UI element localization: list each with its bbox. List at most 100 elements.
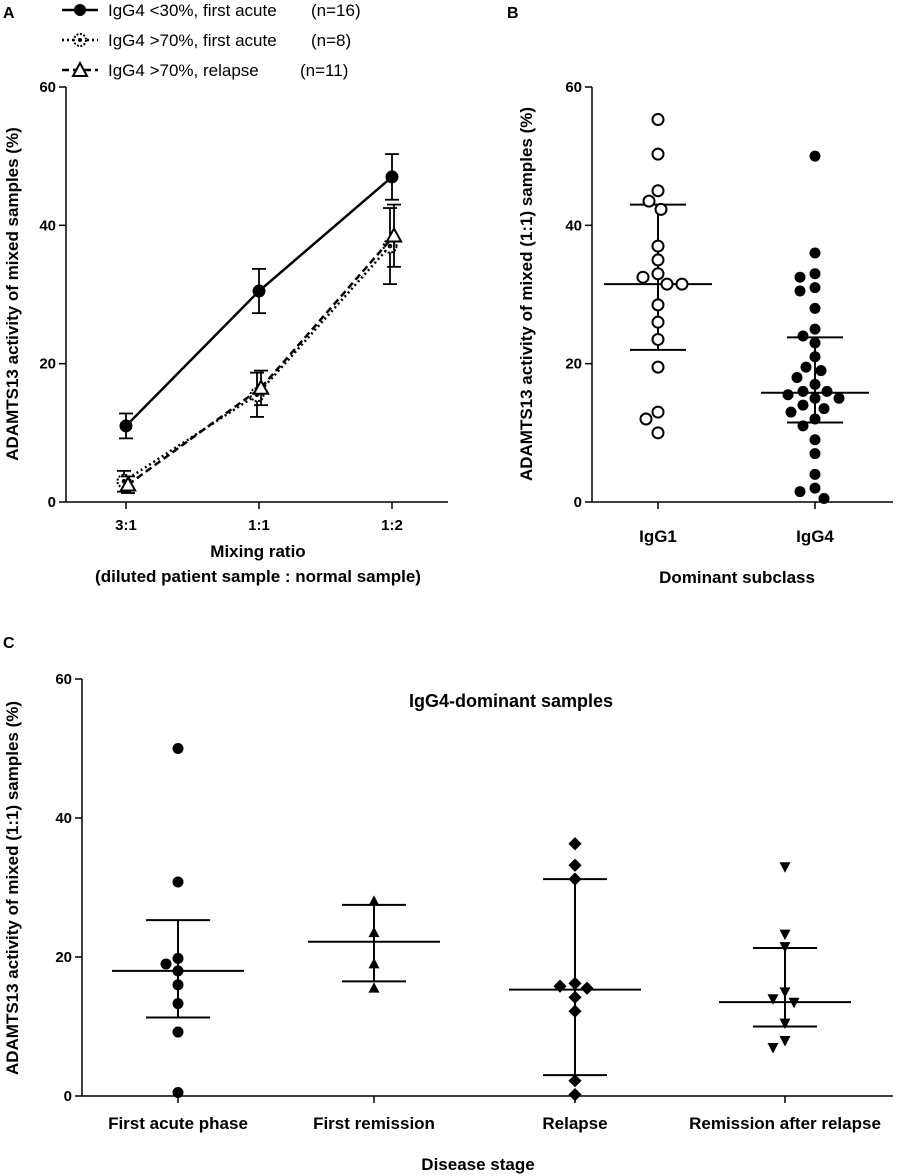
data-point-b-1-10: [809, 351, 821, 363]
data-point-b-1-22: [785, 406, 797, 418]
group-c-first-remission: [308, 895, 440, 993]
y-tick-label-c-40: 40: [55, 810, 72, 827]
panel-label-a: A: [3, 5, 15, 22]
data-point-c-3-6: [779, 1018, 791, 1030]
data-point-c-0-5: [172, 979, 184, 991]
y-axis-label-a: ADAMTS13 activity of mixed samples (%): [3, 127, 22, 460]
legend-entry-igg4-lt30: IgG4 <30%, first acute (n=16): [62, 1, 361, 20]
data-point-c-1-0: [368, 895, 380, 906]
data-point-a-0-1: [252, 284, 266, 298]
data-point-b-0-6: [651, 253, 665, 267]
data-point-b-1-20: [797, 399, 809, 411]
data-point-b-1-5: [794, 285, 806, 297]
x-tick-label-a-3-1: 3:1: [115, 517, 137, 534]
group-c-relapse: [509, 837, 641, 1102]
data-point-b-0-4: [654, 202, 668, 216]
data-point-c-0-4: [172, 965, 184, 977]
data-point-b-0-2: [651, 184, 665, 198]
data-point-b-0-8: [636, 270, 650, 284]
y-tick-label-a-40: 40: [39, 217, 56, 234]
data-point-c-0-2: [172, 952, 184, 964]
panel-label-b: B: [507, 5, 519, 22]
series-a-igg4-70-first-acute: [116, 207, 398, 493]
data-point-b-1-4: [809, 282, 821, 294]
data-point-b-1-17: [782, 389, 794, 401]
data-point-c-1-2: [368, 957, 380, 969]
legend-n-igg4-lt30: (n=16): [311, 1, 361, 20]
data-point-b-1-9: [809, 337, 821, 349]
x-tick-label-b-igg1: IgG1: [639, 527, 677, 546]
x-tick-label-c-relapse: Relapse: [542, 1114, 607, 1133]
legend-a: IgG4 <30%, first acute (n=16) IgG4 >70%,…: [62, 1, 361, 80]
data-point-b-1-0: [809, 150, 821, 162]
data-point-b-1-26: [809, 448, 821, 460]
group-b-igg4: [761, 150, 869, 505]
data-point-b-0-17: [651, 426, 665, 440]
data-point-c-1-1: [368, 926, 380, 938]
legend-label-igg4-gt70-first: IgG4 >70%, first acute: [108, 31, 277, 50]
y-tick-label-a-60: 60: [39, 79, 56, 96]
data-point-c-3-8: [767, 1042, 779, 1054]
data-point-b-0-12: [651, 315, 665, 329]
data-point-b-1-7: [809, 323, 821, 335]
y-tick-label-c-0: 0: [64, 1088, 72, 1105]
chart-title-c: IgG4-dominant samples: [409, 691, 613, 711]
data-point-a-0-0: [119, 419, 133, 433]
data-point-b-0-0: [651, 113, 665, 127]
group-c-remission-after-relapse: [719, 862, 851, 1054]
y-axis-label-b: ADAMTS13 activity of mixed (1:1) samples…: [517, 107, 536, 481]
x-tick-label-c-remission-after-relapse: Remission after relapse: [689, 1114, 881, 1133]
x-tick-label-a-1-2: 1:2: [381, 517, 403, 534]
series-a-igg4-30-first-acute: [119, 153, 399, 440]
data-point-b-0-3: [642, 194, 656, 208]
group-c-first-acute-phase: [112, 743, 244, 1099]
data-point-a-2-0: [119, 475, 137, 492]
data-point-b-0-7: [651, 267, 665, 281]
panel-c: C IgG4-dominant samples 0 20 40 60 First ac…: [3, 635, 893, 1174]
data-point-c-2-6: [568, 990, 582, 1004]
data-point-c-2-2: [568, 872, 582, 886]
data-point-b-1-28: [809, 482, 821, 494]
data-point-b-1-23: [809, 413, 821, 425]
y-tick-label-b-0: 0: [574, 494, 582, 511]
data-point-c-1-3: [368, 982, 380, 993]
data-point-b-1-3: [794, 271, 806, 283]
data-point-a-2-1: [252, 378, 270, 395]
y-tick-label-b-60: 60: [565, 79, 582, 96]
x-axis-label-c: Disease stage: [421, 1155, 534, 1174]
x-axis-label-a: Mixing ratio: [210, 542, 305, 561]
data-point-a-0-2: [385, 170, 399, 184]
panel-b: B 0 20 40 60 IgG1 IgG4 ADAMTS13 activity of …: [507, 5, 893, 587]
data-point-c-2-8: [568, 1074, 582, 1088]
data-point-b-1-19: [833, 392, 845, 404]
y-tick-label-a-20: 20: [39, 356, 56, 373]
data-point-b-1-27: [809, 468, 821, 480]
data-point-c-3-1: [779, 929, 791, 941]
data-point-c-2-7: [568, 1004, 582, 1018]
data-point-b-0-14: [651, 360, 665, 374]
data-point-b-1-6: [809, 302, 821, 314]
data-point-b-1-25: [809, 434, 821, 446]
data-point-b-1-16: [821, 385, 833, 397]
data-point-c-3-4: [767, 994, 779, 1005]
data-point-c-2-5: [580, 981, 594, 995]
data-point-b-1-1: [809, 247, 821, 259]
data-point-b-1-11: [800, 361, 812, 373]
data-point-b-1-2: [809, 268, 821, 280]
data-point-b-1-14: [809, 378, 821, 390]
data-point-c-3-7: [779, 1036, 791, 1047]
y-tick-label-b-40: 40: [565, 217, 582, 234]
legend-label-igg4-gt70-relapse: IgG4 >70%, relapse: [108, 61, 259, 80]
data-point-b-1-12: [815, 365, 827, 377]
data-point-b-1-8: [797, 330, 809, 342]
legend-n-igg4-gt70-first: (n=8): [311, 31, 351, 50]
panel-label-c: C: [3, 635, 15, 652]
data-point-b-0-5: [651, 239, 665, 253]
data-point-c-2-1: [568, 858, 582, 872]
legend-n-igg4-gt70-relapse: (n=11): [300, 61, 348, 80]
x-axis-label-b: Dominant subclass: [659, 568, 815, 587]
y-axis-label-c: ADAMTS13 activity of mixed (1:1) samples…: [3, 701, 22, 1075]
data-point-c-2-9: [568, 1088, 582, 1102]
data-point-b-1-30: [818, 493, 830, 505]
legend-entry-igg4-gt70-relapse: IgG4 >70%, relapse (n=11): [62, 60, 348, 80]
